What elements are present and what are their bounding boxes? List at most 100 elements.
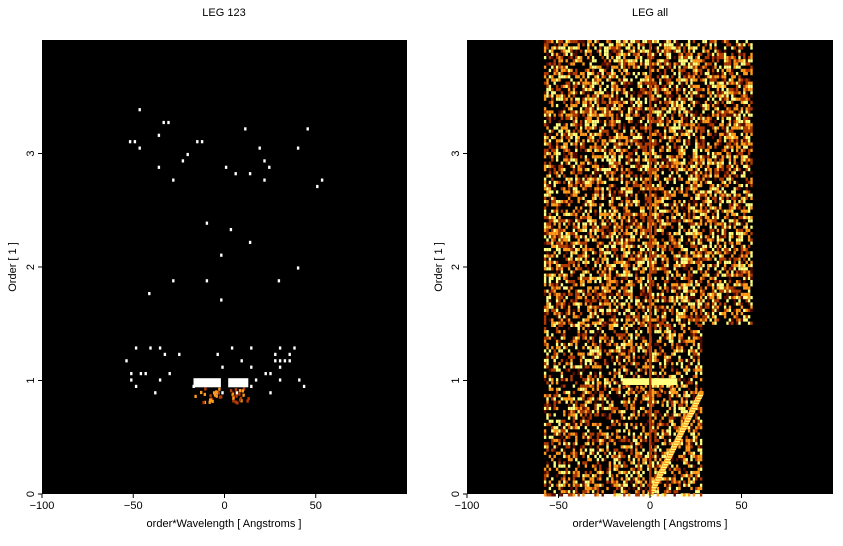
heatmap-cell	[597, 184, 599, 187]
heatmap-cell	[750, 242, 752, 245]
heatmap-cell	[681, 324, 683, 327]
heatmap-cell	[662, 88, 664, 91]
heatmap-cell	[642, 277, 644, 280]
heatmap-cell	[729, 226, 731, 229]
heatmap-cell	[606, 174, 608, 177]
heatmap-cell	[558, 72, 560, 75]
heatmap-cell	[700, 238, 702, 241]
heatmap-cell	[594, 261, 596, 264]
heatmap-cell	[659, 306, 661, 309]
heatmap-cell	[202, 401, 204, 404]
heatmap-cell	[599, 267, 601, 270]
heatmap-cell	[657, 178, 659, 181]
heatmap-cell	[235, 172, 237, 175]
heatmap-cell	[558, 40, 560, 43]
heatmap-cell	[621, 229, 623, 232]
heatmap-cell	[722, 162, 724, 165]
heatmap-cell	[678, 72, 680, 75]
heatmap-cell	[714, 40, 716, 43]
heatmap-cell	[616, 46, 618, 49]
heatmap-cell	[698, 62, 700, 65]
heatmap-cell	[736, 293, 738, 296]
heatmap-cell	[558, 280, 560, 283]
heatmap-cell	[640, 178, 642, 181]
heatmap-cell	[635, 149, 637, 152]
heatmap-cell	[741, 184, 743, 187]
heatmap-cell	[707, 50, 709, 53]
heatmap-cell	[626, 149, 628, 152]
heatmap-cell	[546, 91, 548, 94]
heatmap-cell	[573, 53, 575, 56]
heatmap-cell	[578, 110, 580, 113]
heatmap-cell	[746, 203, 748, 206]
heatmap-cell	[736, 165, 738, 168]
heatmap-cell	[573, 94, 575, 97]
heatmap-cell	[551, 277, 553, 280]
heatmap-cell	[556, 98, 558, 101]
heatmap-cell	[736, 91, 738, 94]
heatmap-cell	[693, 318, 695, 321]
heatmap-cell	[731, 206, 733, 209]
heatmap-cell	[563, 238, 565, 241]
heatmap-cell	[307, 127, 309, 130]
heatmap-cell	[578, 264, 580, 267]
heatmap-cell	[731, 82, 733, 85]
heatmap-cell	[561, 283, 563, 286]
heatmap-cell	[671, 286, 673, 289]
heatmap-cell	[558, 181, 560, 184]
heatmap-cell	[729, 88, 731, 91]
heatmap-cell	[573, 85, 575, 88]
heatmap-cell	[582, 72, 584, 75]
heatmap-cell	[566, 162, 568, 165]
heatmap-cell	[609, 53, 611, 56]
heatmap-cell	[587, 216, 589, 219]
heatmap-cell	[604, 94, 606, 97]
heatmap-cell	[705, 155, 707, 158]
heatmap-cell	[580, 126, 582, 129]
heatmap-cell	[726, 251, 728, 254]
heatmap-cell	[602, 302, 604, 305]
heatmap-cell	[738, 114, 740, 117]
heatmap-cell	[544, 222, 546, 225]
heatmap-cell	[743, 114, 745, 117]
heatmap-cell	[551, 210, 553, 213]
heatmap-cell	[678, 242, 680, 245]
heatmap-cell	[570, 299, 572, 302]
heatmap-cell	[585, 88, 587, 91]
heatmap-cell	[618, 126, 620, 129]
heatmap-cell	[705, 238, 707, 241]
heatmap-cell	[712, 40, 714, 43]
heatmap-cell	[590, 53, 592, 56]
heatmap-cell	[594, 194, 596, 197]
heatmap-cell	[604, 168, 606, 171]
heatmap-cell	[686, 258, 688, 261]
heatmap-cell	[666, 219, 668, 222]
heatmap-cell	[674, 210, 676, 213]
heatmap-cell	[712, 152, 714, 155]
heatmap-cell	[659, 222, 661, 225]
heatmap-cell	[585, 117, 587, 120]
heatmap-cell	[626, 158, 628, 161]
heatmap-cell	[743, 62, 745, 65]
heatmap-cell	[561, 235, 563, 238]
heatmap-cell	[666, 91, 668, 94]
heatmap-cell	[698, 343, 700, 346]
heatmap-cell	[561, 238, 563, 241]
heatmap-cell	[630, 283, 632, 286]
heatmap-cell	[614, 343, 616, 346]
heatmap-cell	[546, 290, 548, 293]
heatmap-cell	[645, 184, 647, 187]
heatmap-cell	[623, 327, 625, 330]
heatmap-cell	[549, 235, 551, 238]
heatmap-cell	[729, 248, 731, 251]
heatmap-cell	[604, 299, 606, 302]
heatmap-cell	[640, 174, 642, 177]
heatmap-cell	[621, 327, 623, 330]
heatmap-cell	[731, 75, 733, 78]
heatmap-cell	[616, 216, 618, 219]
heatmap-cell	[731, 110, 733, 113]
heatmap-cell	[578, 229, 580, 232]
heatmap-cell	[556, 299, 558, 302]
heatmap-cell	[722, 178, 724, 181]
heatmap-cell	[676, 88, 678, 91]
